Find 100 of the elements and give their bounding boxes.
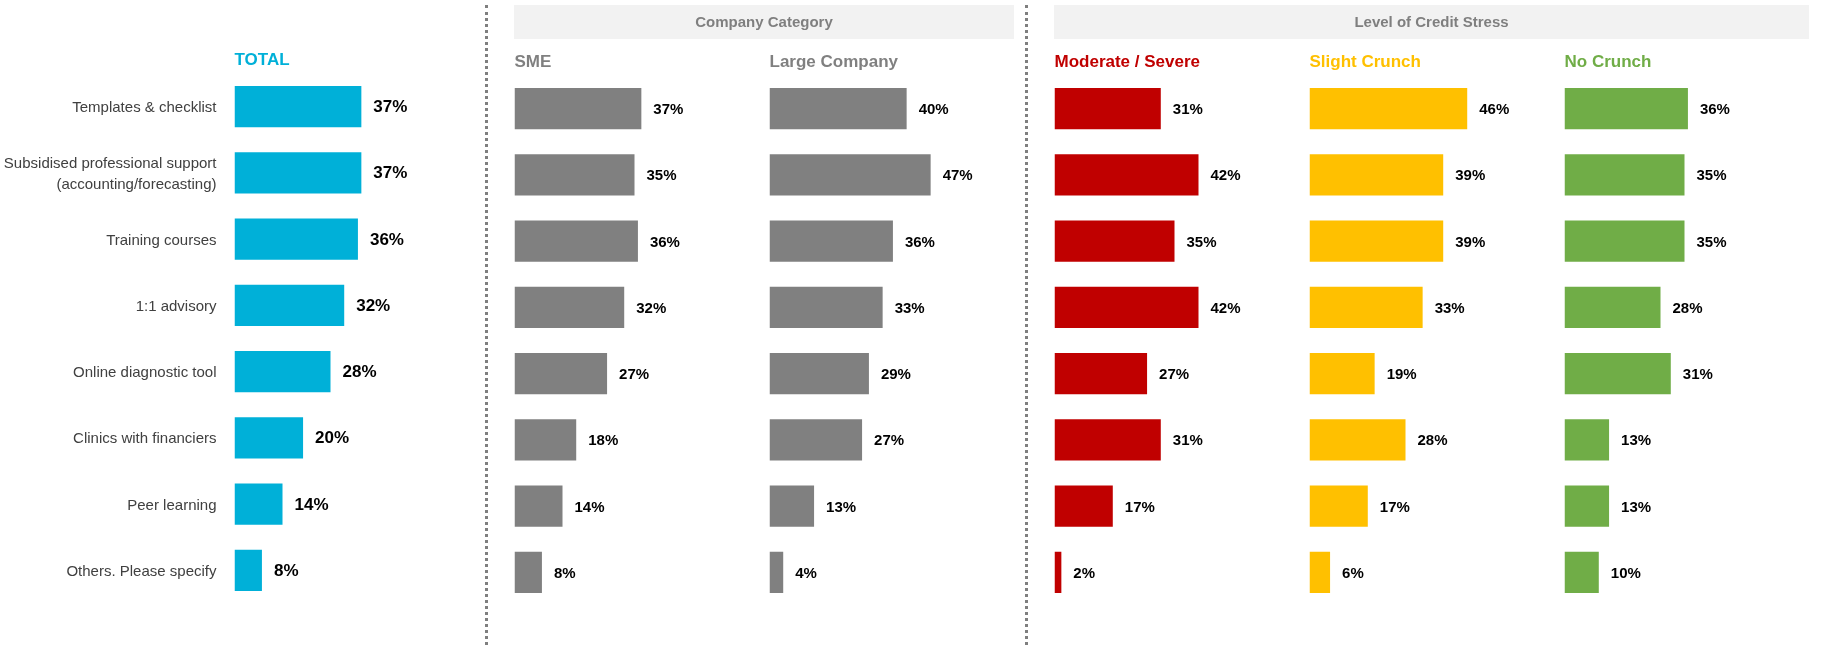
chart-title: No Crunch — [1564, 51, 1652, 71]
bar — [514, 220, 638, 262]
bar — [769, 353, 869, 395]
data-label: 35% — [1186, 232, 1217, 250]
data-label: 35% — [646, 166, 677, 184]
bar — [514, 154, 635, 196]
bar — [234, 284, 345, 326]
text: Company Category — [695, 12, 833, 32]
bar — [1054, 154, 1199, 196]
bar — [1309, 551, 1331, 593]
data-label: 27% — [619, 365, 650, 383]
bar — [1564, 154, 1685, 196]
data-label: 46% — [1479, 100, 1510, 118]
y-tick-label: Subsidised professional support (accounting/forecasting) — [3, 154, 218, 192]
data-label: 37% — [653, 100, 684, 118]
chart-title: SME — [514, 51, 552, 71]
bar — [514, 286, 625, 328]
data-label: 2% — [1073, 563, 1096, 581]
data-label: 27% — [874, 431, 905, 449]
y-tick-label: Online diagnostic tool — [73, 363, 217, 381]
data-label: 19% — [1386, 365, 1417, 383]
data-label: 27% — [1159, 365, 1190, 383]
data-label: 36% — [369, 229, 404, 249]
data-label: 17% — [1124, 497, 1155, 515]
chart-title: TOTAL — [234, 49, 290, 69]
data-label: 32% — [356, 295, 391, 315]
data-label: 4% — [795, 563, 817, 581]
data-label: 31% — [1682, 365, 1713, 383]
bar — [1309, 286, 1423, 328]
bar — [514, 551, 542, 593]
bar — [1564, 551, 1599, 593]
bar — [1054, 485, 1113, 527]
text: Level of Credit Stress — [1354, 12, 1509, 32]
y-tick-label: Templates & checklist — [72, 98, 218, 116]
data-label: 8% — [273, 560, 299, 580]
data-label: 18% — [588, 431, 619, 449]
data-label: 35% — [1696, 166, 1727, 184]
data-label: 35% — [1696, 232, 1727, 250]
bar — [1054, 286, 1199, 328]
bar — [1054, 419, 1161, 461]
bar — [1564, 419, 1610, 461]
bar — [514, 88, 642, 130]
data-label: 14% — [574, 497, 605, 515]
bar — [1309, 220, 1444, 262]
data-label: 33% — [1434, 298, 1465, 316]
bar — [1054, 353, 1148, 395]
data-label: 14% — [294, 494, 329, 514]
bar — [234, 351, 331, 393]
chart-title: Moderate / Severe — [1054, 51, 1201, 71]
bar — [514, 485, 563, 527]
bar — [1564, 353, 1671, 395]
bar — [769, 88, 907, 130]
bar — [769, 286, 883, 328]
data-label: 20% — [315, 428, 350, 448]
bar — [234, 152, 362, 194]
bar — [1309, 485, 1368, 527]
data-label: 28% — [1672, 298, 1703, 316]
chart-title: Large Company — [769, 51, 899, 71]
data-label: 39% — [1455, 232, 1486, 250]
bar — [234, 483, 283, 525]
data-label: 42% — [1210, 166, 1241, 184]
data-label: 29% — [880, 365, 911, 383]
chart-title: Slight Crunch — [1309, 51, 1421, 71]
data-label: 28% — [342, 362, 377, 382]
data-label: 6% — [1342, 563, 1364, 581]
y-tick-label: Others. Please specify — [66, 561, 217, 579]
bar — [234, 218, 358, 260]
data-label: 37% — [373, 97, 408, 117]
bar — [234, 86, 362, 128]
y-tick-label: Peer learning — [127, 495, 217, 513]
data-label: 42% — [1210, 298, 1241, 316]
data-label: 33% — [894, 298, 925, 316]
data-label: 37% — [373, 163, 408, 183]
data-label: 36% — [1699, 100, 1730, 118]
y-tick-label: Clinics with financiers — [73, 429, 217, 447]
data-label: 31% — [1172, 431, 1203, 449]
data-label: 10% — [1610, 563, 1641, 581]
bar — [1309, 88, 1468, 130]
data-label: 17% — [1379, 497, 1410, 515]
data-label: 40% — [918, 100, 949, 118]
bar — [769, 419, 863, 461]
bar — [1564, 286, 1661, 328]
bar — [1309, 353, 1375, 395]
bar — [234, 549, 262, 591]
bar — [1054, 220, 1175, 262]
data-label: 28% — [1417, 431, 1448, 449]
bar — [769, 485, 815, 527]
bar — [1309, 419, 1406, 461]
bar — [1564, 485, 1610, 527]
data-label: 39% — [1455, 166, 1486, 184]
data-label: 13% — [1621, 497, 1652, 515]
bar — [514, 419, 577, 461]
bar — [769, 220, 893, 262]
bar — [769, 551, 784, 593]
bar — [1564, 220, 1685, 262]
y-tick-label: Training courses — [106, 230, 217, 248]
bar — [1054, 88, 1161, 130]
data-label: 36% — [649, 232, 680, 250]
bar — [1309, 154, 1444, 196]
data-label: 13% — [826, 497, 857, 515]
